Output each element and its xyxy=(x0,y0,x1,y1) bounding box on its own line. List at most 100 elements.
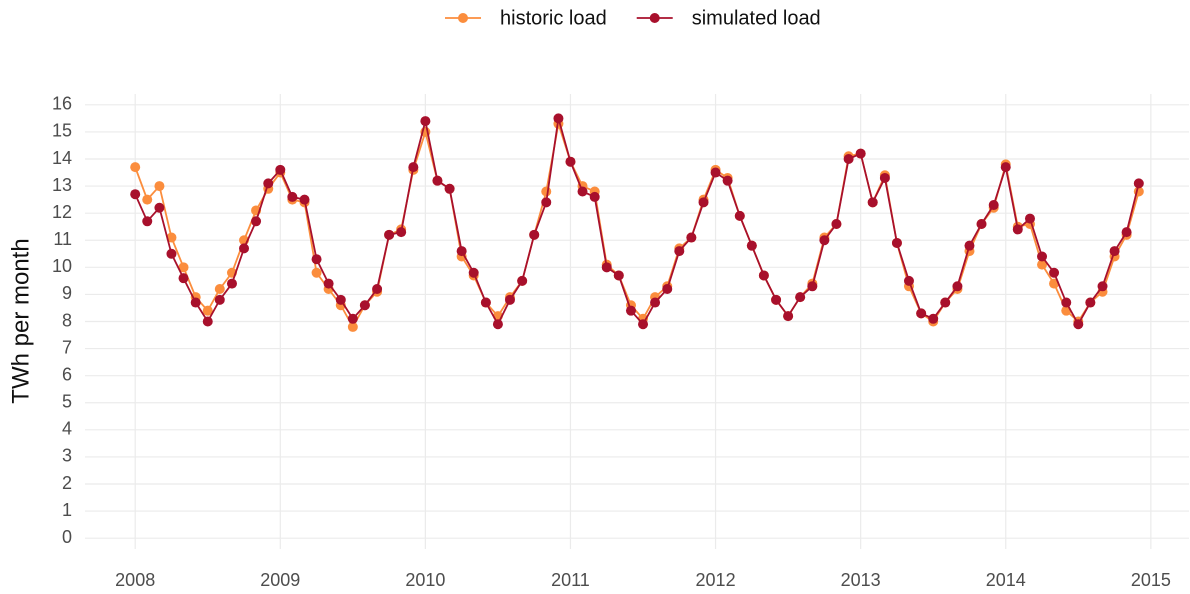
data-point xyxy=(492,319,503,330)
data-point xyxy=(372,284,383,294)
y-tick-label: 6 xyxy=(62,364,72,384)
data-point xyxy=(408,162,419,173)
data-point xyxy=(940,297,951,308)
data-point xyxy=(541,197,552,208)
data-point xyxy=(867,197,878,208)
data-point xyxy=(903,275,914,286)
data-point xyxy=(432,175,443,186)
data-point xyxy=(456,246,467,257)
x-tick-label: 2008 xyxy=(115,570,155,590)
y-tick-label: 16 xyxy=(52,94,72,114)
data-point xyxy=(323,278,334,289)
data-point xyxy=(843,154,854,164)
data-point xyxy=(879,172,890,183)
data-point xyxy=(214,294,225,305)
data-point xyxy=(287,191,298,202)
data-point xyxy=(952,281,963,292)
data-point xyxy=(529,229,540,240)
data-point xyxy=(1012,224,1023,235)
data-point xyxy=(722,175,733,186)
legend-key-point xyxy=(649,13,660,23)
data-point xyxy=(359,300,370,311)
data-point xyxy=(1000,162,1011,173)
data-point xyxy=(166,232,177,243)
data-point xyxy=(613,270,624,281)
data-point xyxy=(758,270,769,281)
y-tick-label: 12 xyxy=(52,202,72,222)
data-point xyxy=(154,202,165,213)
data-point xyxy=(517,275,528,286)
data-point xyxy=(625,305,636,316)
data-point xyxy=(142,194,153,205)
data-point xyxy=(577,186,588,197)
data-point xyxy=(130,189,141,200)
data-point xyxy=(565,156,576,167)
series-line xyxy=(134,118,1140,327)
legend-key-point xyxy=(458,13,468,23)
data-point xyxy=(130,162,141,173)
data-point xyxy=(928,313,939,324)
y-tick-label: 5 xyxy=(62,392,72,412)
data-point xyxy=(541,186,552,197)
data-point xyxy=(698,197,709,208)
data-point xyxy=(311,267,322,278)
data-point xyxy=(178,262,189,273)
data-point xyxy=(662,284,673,294)
data-point xyxy=(263,178,274,189)
x-tick-label: 2009 xyxy=(260,570,300,590)
data-point xyxy=(504,294,515,305)
data-point xyxy=(1024,213,1035,224)
series-line xyxy=(134,123,1140,329)
y-tick-label: 13 xyxy=(52,175,72,195)
x-tick-label: 2011 xyxy=(551,570,590,590)
data-point xyxy=(710,167,721,178)
data-point xyxy=(553,113,564,124)
data-point xyxy=(783,311,794,322)
data-point xyxy=(831,219,842,229)
data-point xyxy=(771,294,782,305)
data-point xyxy=(734,210,745,221)
data-point xyxy=(1121,227,1132,238)
data-point xyxy=(1085,297,1096,308)
data-point xyxy=(1109,246,1120,257)
data-point xyxy=(746,240,757,251)
x-tick-label: 2013 xyxy=(841,570,881,590)
data-point xyxy=(916,308,927,319)
data-point xyxy=(1037,259,1048,270)
data-point xyxy=(1037,251,1048,262)
y-tick-label: 2 xyxy=(62,473,72,493)
data-point xyxy=(976,219,987,229)
data-point xyxy=(468,267,479,278)
legend: historic load simulated load xyxy=(445,7,821,29)
data-point xyxy=(638,319,649,330)
y-tick-label: 10 xyxy=(52,256,72,276)
data-point xyxy=(214,284,225,294)
data-point xyxy=(239,243,250,254)
data-point xyxy=(650,297,661,308)
x-tick-label: 2010 xyxy=(405,570,445,590)
y-tick-label: 4 xyxy=(62,419,72,439)
data-point xyxy=(795,292,806,303)
data-point xyxy=(1061,297,1072,308)
data-point xyxy=(807,281,818,292)
data-point xyxy=(674,246,685,257)
data-point xyxy=(202,305,213,316)
data-point xyxy=(1097,281,1108,292)
y-tick-label: 11 xyxy=(53,229,72,249)
y-tick-label: 0 xyxy=(62,527,72,547)
data-point xyxy=(251,216,262,227)
data-point xyxy=(891,237,902,248)
y-axis-title: TWh per month xyxy=(7,238,34,403)
data-point xyxy=(1133,178,1144,189)
data-point xyxy=(1049,267,1060,278)
x-tick-label: 2015 xyxy=(1131,570,1171,590)
data-point xyxy=(347,321,358,332)
data-point xyxy=(420,116,431,127)
data-point xyxy=(988,200,999,211)
data-point xyxy=(347,313,358,324)
y-tick-label: 7 xyxy=(62,337,72,357)
data-point xyxy=(335,294,346,305)
data-point xyxy=(299,194,310,205)
data-point xyxy=(190,297,201,308)
